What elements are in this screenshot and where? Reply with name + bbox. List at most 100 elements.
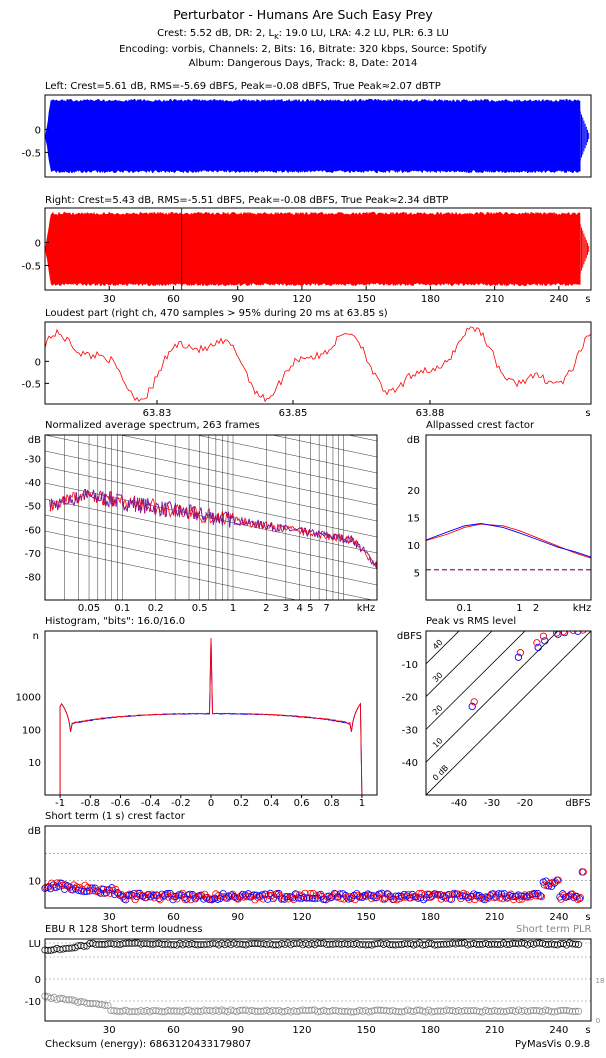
st-plr-right-tick-label: 18	[596, 977, 605, 985]
spectrum-ytick-label: -80	[25, 572, 41, 583]
st-crest-blue-point	[294, 894, 302, 902]
spectrum-xtick-label: 7	[323, 603, 329, 614]
st-plr-point	[341, 1007, 349, 1016]
st-loudness-point	[491, 940, 499, 948]
loudest-xtick-label: 63.83	[143, 408, 172, 419]
st-plr-point	[449, 1007, 457, 1015]
st-plr-point	[107, 1006, 115, 1015]
st-loudness-xunit-label: s	[585, 1025, 590, 1036]
spectrum-grid	[45, 291, 377, 600]
loudest-xtick-label: 63.85	[279, 408, 308, 419]
st-loudness-point	[347, 940, 355, 948]
peak-rms-red-point	[516, 648, 525, 657]
st-loudness-point	[572, 940, 580, 948]
encoding-line: Encoding: vorbis, Channels: 2, Bits: 16,…	[119, 44, 487, 55]
st-loudness-point	[92, 941, 100, 949]
st-crest-xtick-label: 30	[103, 912, 116, 923]
peak-rms-blue-point	[468, 702, 476, 711]
spectrum-xtick-label: 0.05	[78, 603, 100, 614]
st-loudness-point	[452, 940, 460, 948]
st-crest-red-point	[579, 868, 587, 876]
st-plr-point	[299, 1006, 307, 1014]
st-plr-point	[167, 1007, 175, 1015]
st-loudness-point	[245, 940, 253, 948]
spectrum-ytick-label: -50	[25, 502, 41, 513]
st-plr-point	[128, 1008, 136, 1016]
st-loudness-point	[440, 940, 448, 948]
st-plr-point	[332, 1007, 340, 1015]
st-loudness-point	[179, 941, 187, 949]
st-loudness-point	[446, 940, 454, 948]
st-loudness-xtick-label: 240	[549, 1025, 568, 1036]
st-loudness-xtick-label: 180	[421, 1025, 440, 1036]
st-loudness-point	[194, 941, 202, 949]
st-loudness-point	[401, 940, 409, 948]
peak-rms-diagonal-line	[426, 631, 493, 697]
left-channel-ytick-label: -0.5	[21, 148, 41, 159]
st-loudness-point	[488, 940, 496, 948]
st-loudness-point	[200, 941, 208, 949]
allpass-title: Allpassed crest factor	[426, 420, 535, 431]
st-loudness-point	[338, 940, 346, 948]
allpass-ytick-label: 15	[407, 514, 420, 525]
st-plr-point	[131, 1007, 139, 1015]
checksum-text: Checksum (energy): 6863120433179807	[45, 1039, 252, 1050]
st-crest-red-point	[345, 893, 354, 901]
st-loudness-point	[119, 940, 127, 948]
st-loudness-point	[251, 940, 259, 948]
peak-rms-diagonals	[426, 631, 591, 795]
st-loudness-point	[53, 944, 61, 952]
st-loudness-point	[263, 941, 271, 949]
st-crest-blue-point	[575, 895, 584, 903]
peak-rms-blue-point	[534, 643, 542, 652]
st-crest-red-point	[59, 881, 67, 890]
st-plr-point	[440, 1007, 448, 1015]
st-plr-point	[455, 1007, 463, 1015]
st-plr-point	[68, 996, 76, 1004]
histogram-xtick-label: 0	[208, 798, 214, 809]
peak-rms-ylabel: dBFS	[397, 631, 422, 642]
st-plr-point	[266, 1008, 274, 1016]
st-plr-point	[518, 1007, 526, 1015]
histogram-xtick-label: 0.4	[263, 798, 279, 809]
spectrum-slope-line	[45, 291, 377, 361]
st-loudness-point	[212, 940, 220, 948]
st-loudness-point	[365, 941, 373, 949]
version-text: PyMasVis 0.9.8	[515, 1039, 591, 1050]
st-loudness-point	[389, 941, 397, 949]
st-plr-point	[356, 1006, 364, 1014]
st-plr-point	[215, 1007, 223, 1015]
peak-rms-diagonal-line	[426, 631, 591, 795]
peak-rms-red-point	[579, 631, 587, 634]
st-loudness-point	[239, 940, 247, 948]
st-crest-blue-point	[447, 895, 455, 903]
st-plr-point	[203, 1007, 211, 1015]
right-xtick-label: 30	[103, 294, 116, 305]
peak-rms-blue-point	[560, 631, 569, 637]
left-channel-waveform-tail	[579, 111, 590, 161]
st-plr-point	[176, 1007, 184, 1015]
peak-rms-title: Peak vs RMS level	[426, 616, 517, 627]
st-crest-points	[41, 868, 587, 904]
peak-rms-diagonal-label: 40	[431, 638, 445, 652]
peak-rms-diagonal-label: 20	[431, 703, 445, 717]
st-plr-point	[140, 1008, 148, 1016]
loudest-ytick-label: -0.5	[21, 379, 41, 390]
st-loudness-point	[332, 940, 340, 948]
st-loudness-point	[386, 941, 394, 949]
spectrum-ylabel: dB	[28, 435, 41, 446]
st-plr-point	[335, 1007, 343, 1015]
spectrum-xtick-label: 5	[307, 603, 313, 614]
st-plr-point	[527, 1007, 535, 1015]
peak-rms-diagonal-label: 10	[431, 736, 445, 750]
st-crest-blue-point	[272, 890, 280, 898]
st-crest-blue-point	[250, 891, 258, 899]
peak-rms-red-point	[533, 639, 541, 647]
st-loudness-point	[161, 940, 169, 948]
st-loudness-point	[62, 944, 70, 952]
st-loudness-point	[290, 939, 298, 947]
st-plr-point	[464, 1007, 472, 1015]
spectrum-xtick-label: 1	[230, 603, 236, 614]
st-plr-point	[143, 1007, 151, 1015]
st-loudness-point	[146, 940, 154, 948]
